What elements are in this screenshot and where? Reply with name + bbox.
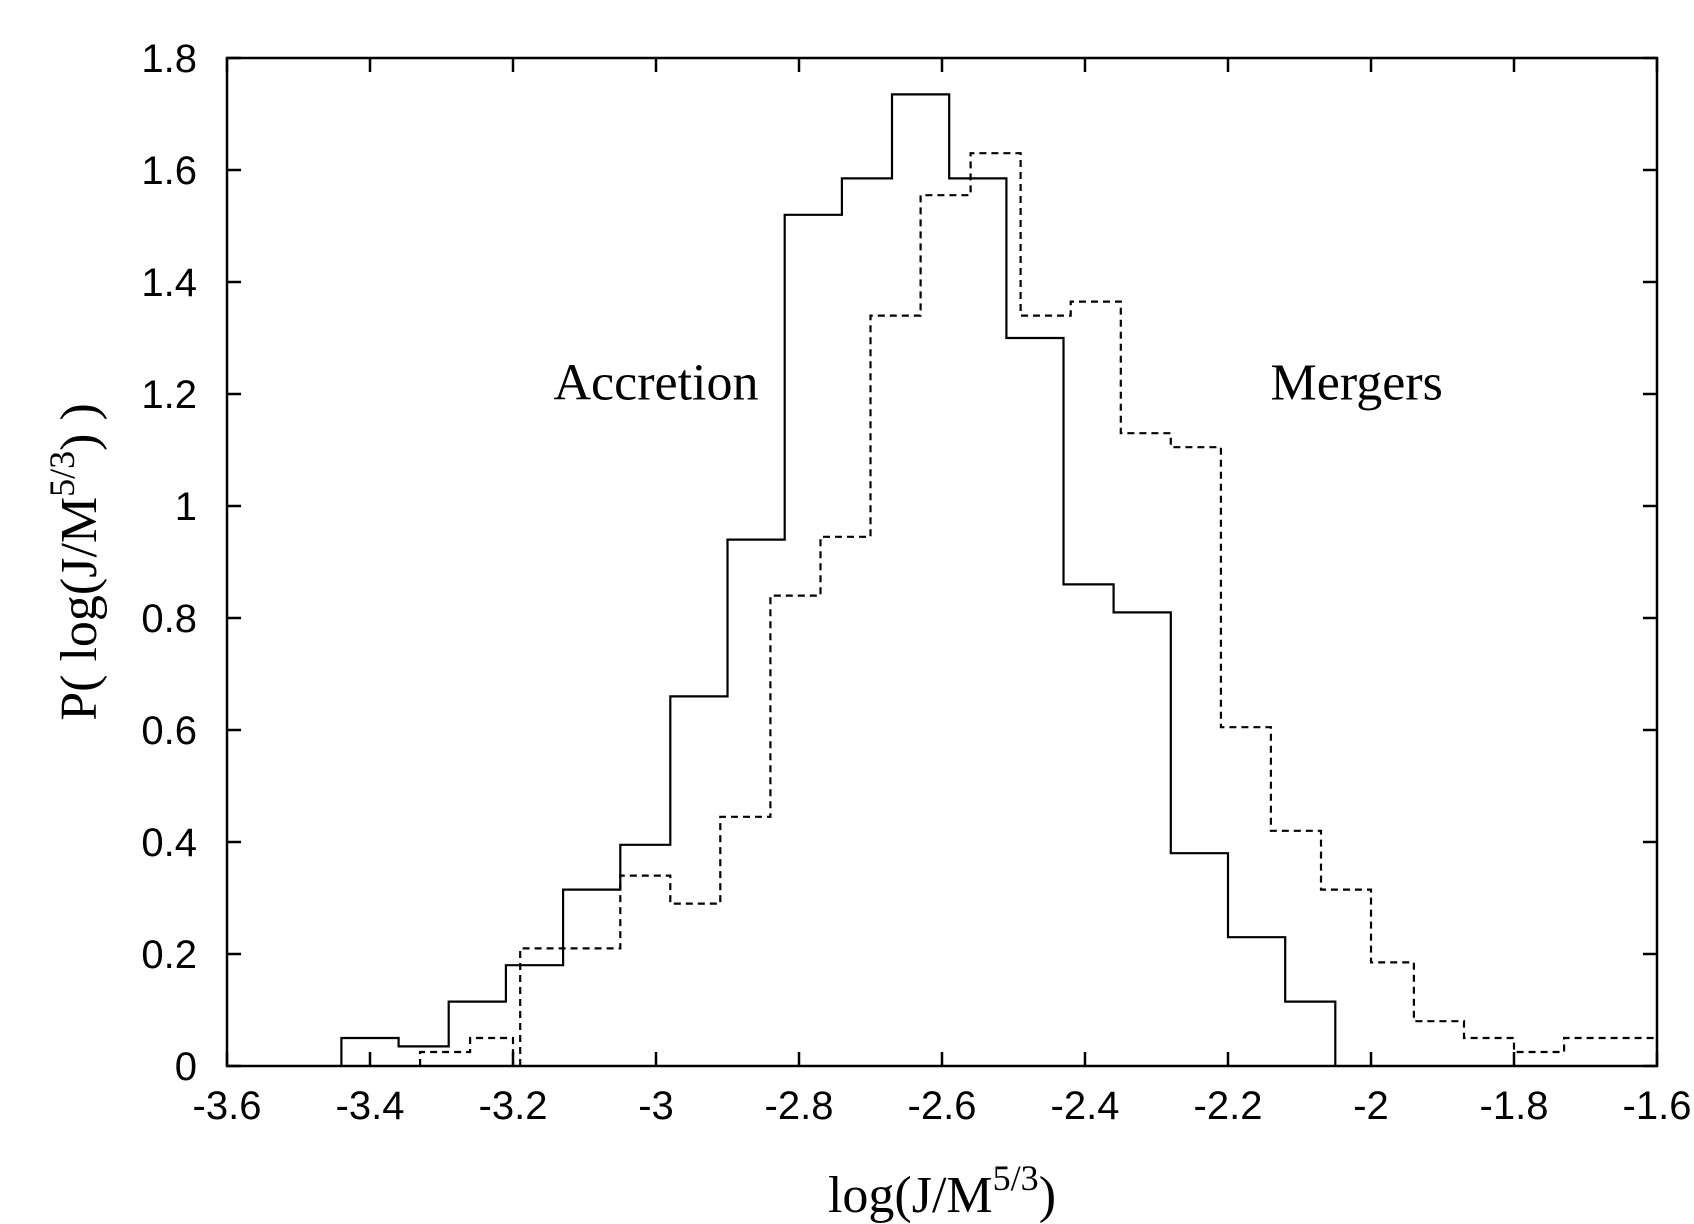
series-mergers-bin [620,876,670,1066]
series-mergers-bin [1021,316,1071,1066]
y-axis-label: P( log(J/M5/3) ) [42,403,108,721]
series-layer [340,93,1659,1066]
series-mergers-bin [1321,890,1371,1066]
y-tick-label: 1 [175,485,197,529]
series-mergers-bin [1271,831,1321,1066]
series-mergers-bin [871,316,921,1066]
series-mergers-bin [670,904,720,1066]
x-tick-label: -2 [1353,1084,1389,1128]
x-tick-label: -1.6 [1623,1084,1692,1128]
plot-frame [225,56,1659,1068]
x-tick-labels: -3.6 -3.4 -3.2 -3 -2.8 -2.6 -2.4 -2.2 -2 -1.8 -1.6 [193,1084,1692,1128]
x-axis-label-sup: 5/3 [993,1158,1039,1198]
series-mergers-bin [921,195,971,1066]
series-accretion-bin [341,1038,398,1066]
series-mergers-bin [520,948,620,1066]
x-axis-label-base: log(J/M [828,1167,993,1224]
x-axis-label: log(J/M5/3) [828,1158,1056,1224]
series-mergers-bin [1071,302,1121,1066]
series-mergers-bin [770,596,820,1066]
annotation-label: Accretion [553,355,758,412]
series-mergers-bin [1371,962,1414,1066]
series-mergers-bin [1171,447,1221,1066]
series-mergers-bin [1614,1038,1657,1066]
series-mergers [419,152,1659,1066]
x-tick-label: -3.4 [336,1084,405,1128]
x-tick-label: -2.6 [908,1084,977,1128]
y-tick-label: 1.4 [141,261,197,305]
series-accretion [340,93,1337,1066]
annotations: Accretion Mergers [553,355,1442,412]
series-mergers-bin [971,153,1021,1066]
series-mergers-bin [820,537,870,1066]
series-mergers-bin [1564,1038,1614,1066]
x-tick-label: -2.8 [765,1084,834,1128]
y-tick-label: 0.4 [141,821,197,865]
y-tick-labels: 0 0.2 0.4 0.6 0.8 1 1.2 1.4 1.6 1.8 [141,37,197,1089]
y-tick-label: 1.8 [141,37,197,81]
series-mergers-bin [420,1052,470,1066]
series-mergers-bin [1464,1038,1514,1066]
y-tick-label: 0.2 [141,933,197,977]
y-tick-label: 1.2 [141,373,197,417]
series-accretion-line [340,93,1337,1066]
y-tick-label: 0.8 [141,597,197,641]
x-tick-label: -3.6 [193,1084,262,1128]
x-axis-label-close: ) [1039,1167,1056,1224]
y-tick-label: 1.6 [141,149,197,193]
series-mergers-line [419,152,1659,1066]
annotation-label: Mergers [1271,355,1443,412]
y-axis-label-sup: 5/3 [42,451,82,497]
y-tick-label: 0 [175,1045,197,1089]
x-tick-label: -2.4 [1051,1084,1120,1128]
x-tick-label: -1.8 [1480,1084,1549,1128]
series-mergers-bin [1414,1021,1464,1066]
series-mergers-bin [1121,433,1171,1066]
series-mergers-bin [720,817,770,1066]
y-tick-label: 0.6 [141,709,197,753]
x-tick-label: -2.2 [1194,1084,1263,1128]
series-mergers-bin [1514,1052,1564,1066]
series-mergers-bin [470,1038,513,1066]
x-tick-label: -3 [638,1084,674,1128]
y-axis-label-base: P( log(J/M [51,497,108,721]
y-axis-label-close: ) ) [51,403,108,451]
series-mergers-bin [1221,727,1271,1066]
x-tick-label: -3.2 [479,1084,548,1128]
